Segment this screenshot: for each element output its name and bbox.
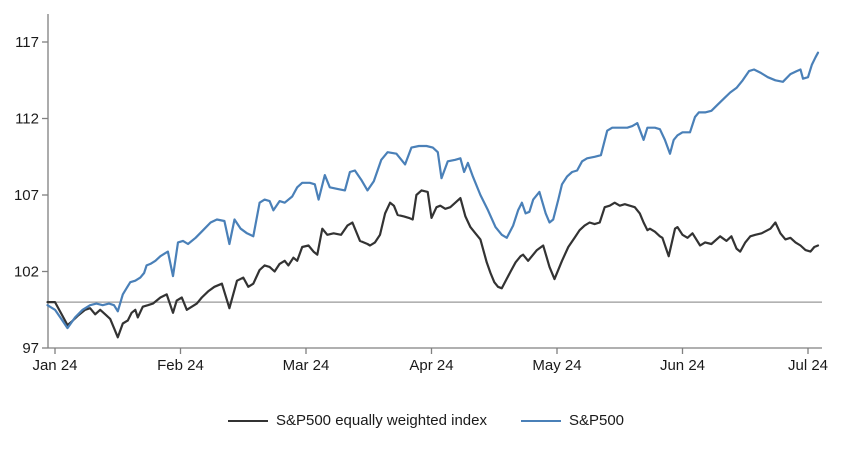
legend-item-equal-weight: S&P500 equally weighted index xyxy=(227,412,487,429)
x-tick-label: Jan 24 xyxy=(32,357,77,374)
y-tick-label: 97 xyxy=(22,340,39,357)
y-tick-label: 112 xyxy=(15,111,39,128)
series-lines xyxy=(46,51,820,339)
chart-legend: S&P500 equally weighted index S&P500 xyxy=(0,412,852,429)
x-tick-label: Jul 24 xyxy=(788,357,828,374)
x-axis: Jan 24 Feb 24 Mar 24 Apr 24 May 24 Jun 24 Jul … xyxy=(32,347,828,374)
equal-weight-line-swatch xyxy=(227,419,268,422)
x-tick-label: Apr 24 xyxy=(409,357,453,374)
equal-weight-series-line xyxy=(46,189,820,339)
y-tick-label: 117 xyxy=(15,34,39,51)
x-tick-label: Jun 24 xyxy=(660,357,705,374)
legend-item-sp500: S&P500 xyxy=(520,412,625,429)
y-tick-label: 102 xyxy=(14,264,39,281)
sp500-series-line xyxy=(46,51,820,330)
legend-label-equal-weight: S&P500 equally weighted index xyxy=(275,412,487,429)
legend-label-sp500: S&P500 xyxy=(568,412,625,429)
sp500-line-swatch xyxy=(520,419,561,422)
y-axis: 97 102 107 112 117 xyxy=(14,14,49,357)
x-tick-label: Mar 24 xyxy=(283,357,330,374)
x-tick-label: May 24 xyxy=(532,357,581,374)
x-tick-label: Feb 24 xyxy=(157,357,204,374)
y-tick-label: 107 xyxy=(14,187,39,204)
